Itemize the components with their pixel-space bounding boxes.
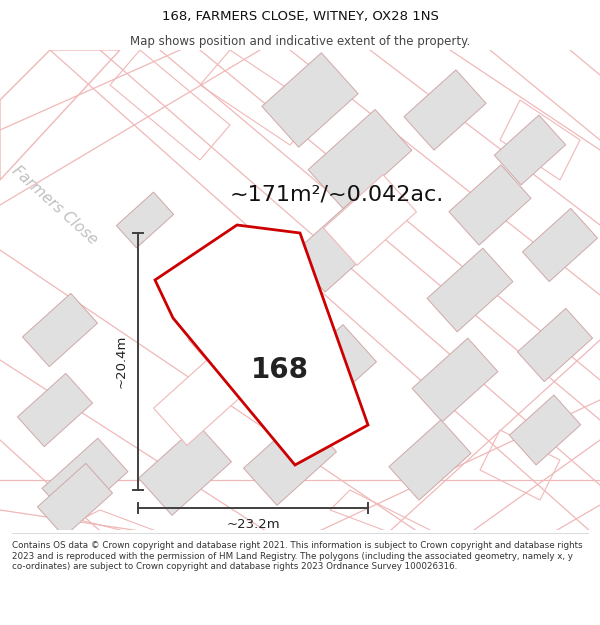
- Polygon shape: [116, 192, 173, 248]
- Text: 168: 168: [251, 356, 309, 384]
- Polygon shape: [323, 174, 416, 266]
- Polygon shape: [42, 438, 128, 522]
- Polygon shape: [449, 165, 531, 245]
- Text: ~23.2m: ~23.2m: [226, 518, 280, 531]
- Polygon shape: [37, 463, 113, 537]
- Polygon shape: [412, 338, 498, 422]
- Polygon shape: [494, 115, 566, 185]
- Polygon shape: [509, 395, 581, 465]
- Polygon shape: [284, 324, 376, 416]
- Polygon shape: [427, 248, 513, 332]
- Polygon shape: [308, 109, 412, 211]
- Polygon shape: [188, 279, 292, 381]
- Text: Farmers Close: Farmers Close: [10, 163, 101, 247]
- Polygon shape: [154, 354, 247, 446]
- Text: Map shows position and indicative extent of the property.: Map shows position and indicative extent…: [130, 35, 470, 48]
- Polygon shape: [523, 208, 598, 282]
- Text: 168, FARMERS CLOSE, WITNEY, OX28 1NS: 168, FARMERS CLOSE, WITNEY, OX28 1NS: [161, 10, 439, 23]
- Polygon shape: [262, 52, 358, 148]
- Text: Contains OS data © Crown copyright and database right 2021. This information is : Contains OS data © Crown copyright and d…: [12, 541, 583, 571]
- Polygon shape: [389, 420, 471, 500]
- Polygon shape: [22, 293, 98, 367]
- Polygon shape: [17, 373, 92, 447]
- Polygon shape: [517, 308, 593, 382]
- Polygon shape: [0, 50, 120, 180]
- Polygon shape: [292, 198, 388, 292]
- Polygon shape: [139, 424, 232, 516]
- Polygon shape: [155, 225, 368, 465]
- Text: ~171m²/~0.042ac.: ~171m²/~0.042ac.: [230, 185, 444, 205]
- Polygon shape: [404, 70, 486, 150]
- Polygon shape: [244, 414, 337, 506]
- Text: ~20.4m: ~20.4m: [115, 335, 128, 388]
